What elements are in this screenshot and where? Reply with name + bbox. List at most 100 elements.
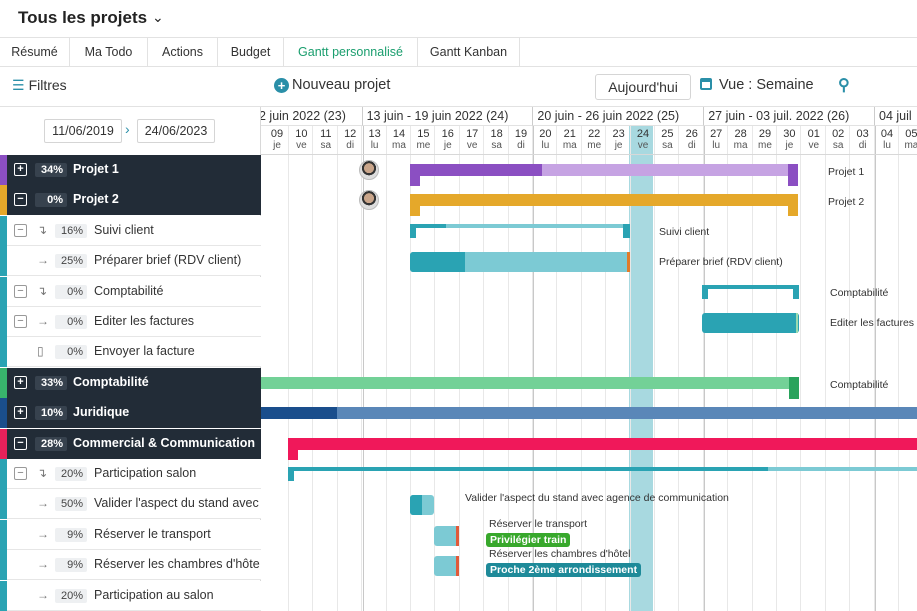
factures-end-mark[interactable] <box>796 313 798 333</box>
expand-icon[interactable]: + <box>14 163 27 176</box>
today-button[interactable]: Aujourd'hui <box>595 74 691 100</box>
end-date-field[interactable]: 24/06/2023 <box>137 119 215 143</box>
row-label: Commercial & Communication <box>73 435 255 450</box>
day-name: je <box>443 140 452 151</box>
project-row[interactable]: −28% Commercial & Communication <box>0 428 261 459</box>
row-label: Juridique <box>73 405 130 420</box>
tab-gantt-personnalise[interactable]: Gantt personnalisé <box>284 38 418 67</box>
day-number: 14 <box>392 128 406 140</box>
tab-resume[interactable]: Résumé <box>0 38 70 67</box>
tab-ma-todo[interactable]: Ma Todo <box>70 38 148 67</box>
progress-badge: 50% <box>55 497 87 512</box>
collapse-icon[interactable]: − <box>14 193 27 207</box>
compta-task-start-cap[interactable] <box>702 284 708 299</box>
day-number: 22 <box>588 128 601 140</box>
expand-icon[interactable]: + <box>14 406 27 420</box>
day-name: me <box>416 140 431 151</box>
task-row[interactable]: → 9% Réserver les chambres d'hôtel <box>0 550 261 581</box>
task-row[interactable]: − ↴ 0% Comptabilité <box>0 276 261 307</box>
project-row[interactable]: +34% Projet 1 <box>0 155 261 185</box>
new-project-button[interactable]: + Nouveau projet <box>274 77 390 93</box>
hotel-end-mark[interactable] <box>456 556 459 577</box>
start-date-field[interactable]: 11/06/2019 <box>44 119 122 143</box>
brief-label: Préparer brief (RDV client) <box>659 256 783 269</box>
progress-badge: 33% <box>35 375 67 390</box>
project-row[interactable]: +33% Comptabilité <box>0 367 261 398</box>
progress-badge: 20% <box>55 467 87 481</box>
tab-budget[interactable]: Budget <box>218 38 284 67</box>
day-column <box>338 126 363 611</box>
projet2-label: Projet 2 <box>828 196 865 209</box>
suivi-start-cap[interactable] <box>410 223 416 238</box>
zoom-icon[interactable]: ⚲ <box>838 77 850 94</box>
collapse-icon[interactable]: − <box>14 284 27 298</box>
day-name: me <box>587 140 602 151</box>
week-header: 04 juil <box>875 107 917 126</box>
transport-bar[interactable] <box>434 525 459 546</box>
color-stripe <box>0 459 7 489</box>
collapse-icon[interactable]: − <box>14 436 27 450</box>
day-number: 17 <box>466 128 479 140</box>
juridique-progress[interactable] <box>261 407 337 420</box>
day-column <box>607 126 631 611</box>
salon-progress[interactable] <box>288 467 768 471</box>
salon-start-cap[interactable] <box>288 467 294 481</box>
chevron-right-icon: › <box>125 121 130 137</box>
task-row[interactable]: → 50% Valider l'aspect du stand avec agenc… <box>0 489 261 520</box>
suivi-progress[interactable] <box>410 223 446 228</box>
commercial-bar[interactable] <box>288 437 917 450</box>
day-column <box>753 126 777 611</box>
suivi-end-cap[interactable] <box>623 223 630 238</box>
projet1-start-cap[interactable] <box>410 164 420 186</box>
collapse-icon[interactable]: − <box>14 467 27 480</box>
row-label: Suivi client <box>94 222 154 237</box>
color-stripe <box>0 519 7 550</box>
projet2-bar[interactable] <box>410 194 798 207</box>
compta-proj-end-cap[interactable] <box>789 376 799 399</box>
brief-bar[interactable] <box>410 252 630 273</box>
compta-proj-bar[interactable] <box>261 376 799 389</box>
projet2-end-cap[interactable] <box>788 194 798 217</box>
progress-badge: 28% <box>35 436 67 451</box>
day-column <box>729 126 753 611</box>
brief-progress[interactable] <box>410 252 465 273</box>
task-list-panel: 11/06/2019 › 24/06/2023 +34% Projet 1−0% P… <box>0 107 261 611</box>
factures-bar[interactable] <box>702 313 799 333</box>
projet1-end-cap[interactable] <box>788 164 798 186</box>
page-title[interactable]: Tous les projets <box>18 8 148 27</box>
projet1-progress[interactable] <box>410 164 542 176</box>
brief-end-mark[interactable] <box>627 252 630 273</box>
project-row[interactable]: +10% Juridique <box>0 398 261 429</box>
new-project-label: Nouveau projet <box>292 77 391 93</box>
compta-task-bar[interactable] <box>702 284 799 289</box>
task-row[interactable]: − → 0% Editer les factures <box>0 307 261 337</box>
transport-end-mark[interactable] <box>456 525 459 546</box>
compta-task-end-cap[interactable] <box>793 284 799 299</box>
subtask-arrow-icon: ↴ <box>37 466 48 480</box>
day-number: 30 <box>783 128 796 140</box>
tab-gantt-kanban[interactable]: Gantt Kanban <box>418 38 520 67</box>
suivi-bar[interactable] <box>410 223 630 228</box>
expand-icon[interactable]: + <box>14 375 27 389</box>
projet2-start-cap[interactable] <box>410 194 420 217</box>
task-row[interactable]: − ↴ 16% Suivi client <box>0 215 261 246</box>
hotel-bar[interactable] <box>434 556 459 577</box>
color-stripe <box>0 246 7 277</box>
project-row[interactable]: −0% Projet 2 <box>0 185 261 216</box>
task-row[interactable]: → 25% Préparer brief (RDV client) <box>0 246 261 277</box>
day-column <box>265 126 289 611</box>
collapse-icon[interactable]: − <box>14 223 27 237</box>
filters-button[interactable]: ☰ Filtres <box>12 77 67 94</box>
juridique-bar[interactable] <box>261 407 917 420</box>
tab-actions[interactable]: Actions <box>148 38 218 67</box>
task-row[interactable]: → 9% Réserver le transport <box>0 519 261 550</box>
stand-progress[interactable] <box>410 495 422 516</box>
collapse-icon[interactable]: − <box>14 315 27 328</box>
commercial-start-cap[interactable] <box>288 437 298 460</box>
chevron-down-icon[interactable]: ⌄ <box>152 9 164 25</box>
view-selector[interactable]: Vue : Semaine <box>700 77 814 93</box>
task-row[interactable]: − ↴ 20% Participation salon <box>0 459 261 489</box>
task-row[interactable]: → 20% Participation au salon <box>0 580 261 611</box>
task-row[interactable]: ▯ 0% Envoyer la facture <box>0 337 261 368</box>
arrow-right-icon: → <box>37 496 49 511</box>
